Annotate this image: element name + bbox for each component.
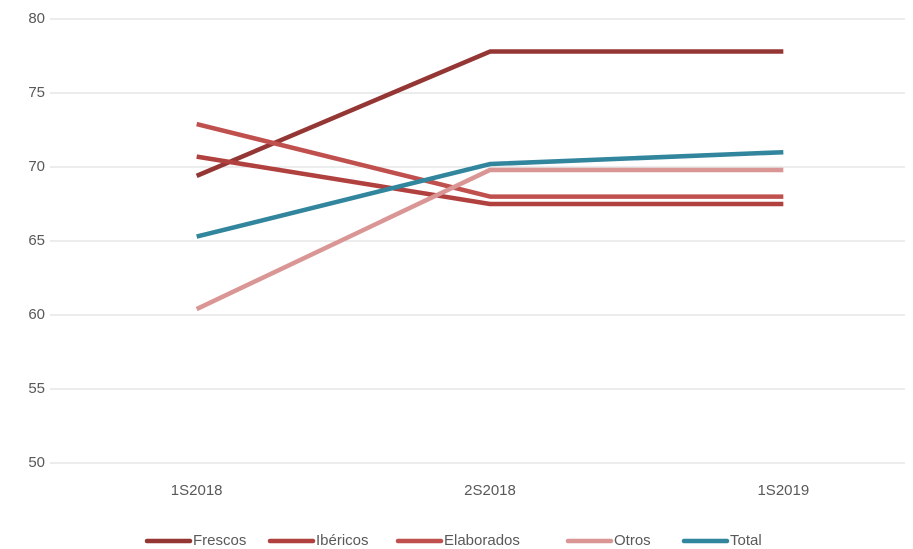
series-line [196, 154, 784, 207]
y-tick-label: 55 [28, 380, 45, 397]
legend-label: Otros [614, 532, 651, 549]
y-tick-label: 50 [28, 454, 45, 471]
series-line [195, 167, 784, 312]
y-tick-label: 65 [28, 232, 45, 249]
x-tick-label: 1S2018 [171, 482, 223, 499]
series-line [196, 121, 784, 199]
y-tick-label: 80 [28, 10, 45, 27]
series-line [196, 149, 784, 239]
y-tick-label: 70 [28, 158, 45, 175]
legend-label: Total [730, 532, 762, 549]
series-line [195, 49, 784, 178]
y-tick-label: 75 [28, 84, 45, 101]
legend-label: Ibéricos [316, 532, 369, 549]
y-tick-label: 60 [28, 306, 45, 323]
x-tick-label: 2S2018 [464, 482, 516, 499]
legend-label: Frescos [193, 532, 246, 549]
x-tick-label: 1S2019 [757, 482, 809, 499]
legend-label: Elaborados [444, 532, 520, 549]
